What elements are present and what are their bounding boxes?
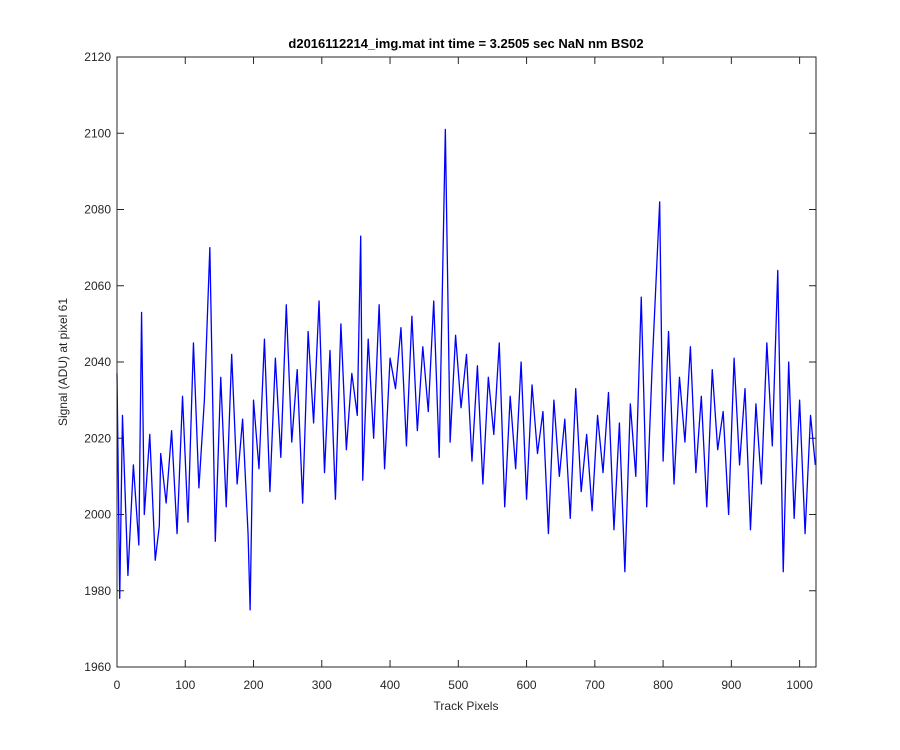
x-tick-label: 500	[448, 678, 468, 692]
x-tick-label: 100	[175, 678, 195, 692]
y-tick-label: 2100	[84, 126, 111, 140]
axes-box	[116, 56, 817, 668]
data-line	[116, 128, 816, 611]
y-tick-label: 1960	[84, 660, 111, 674]
y-tick-label: 2040	[84, 355, 111, 369]
y-tick-label: 1980	[84, 584, 111, 598]
x-tick-label: 900	[721, 678, 741, 692]
y-axis-label: Signal (ADU) at pixel 61	[56, 298, 70, 426]
y-tick-label: 2120	[84, 50, 111, 64]
x-tick-label: 800	[653, 678, 673, 692]
y-tick-label: 2080	[84, 203, 111, 217]
x-tick-label: 1000	[786, 678, 813, 692]
x-tick-label: 300	[312, 678, 332, 692]
y-tick-label: 2060	[84, 279, 111, 293]
x-tick-label: 700	[585, 678, 605, 692]
x-axis-label: Track Pixels	[434, 699, 499, 713]
y-tick-label: 2000	[84, 508, 111, 522]
y-tick-label: 2020	[84, 431, 111, 445]
x-tick-label: 400	[380, 678, 400, 692]
x-tick-label: 600	[517, 678, 537, 692]
x-tick-label: 0	[114, 678, 121, 692]
chart-title: d2016112214_img.mat int time = 3.2505 se…	[288, 36, 643, 51]
x-tick-label: 200	[244, 678, 264, 692]
